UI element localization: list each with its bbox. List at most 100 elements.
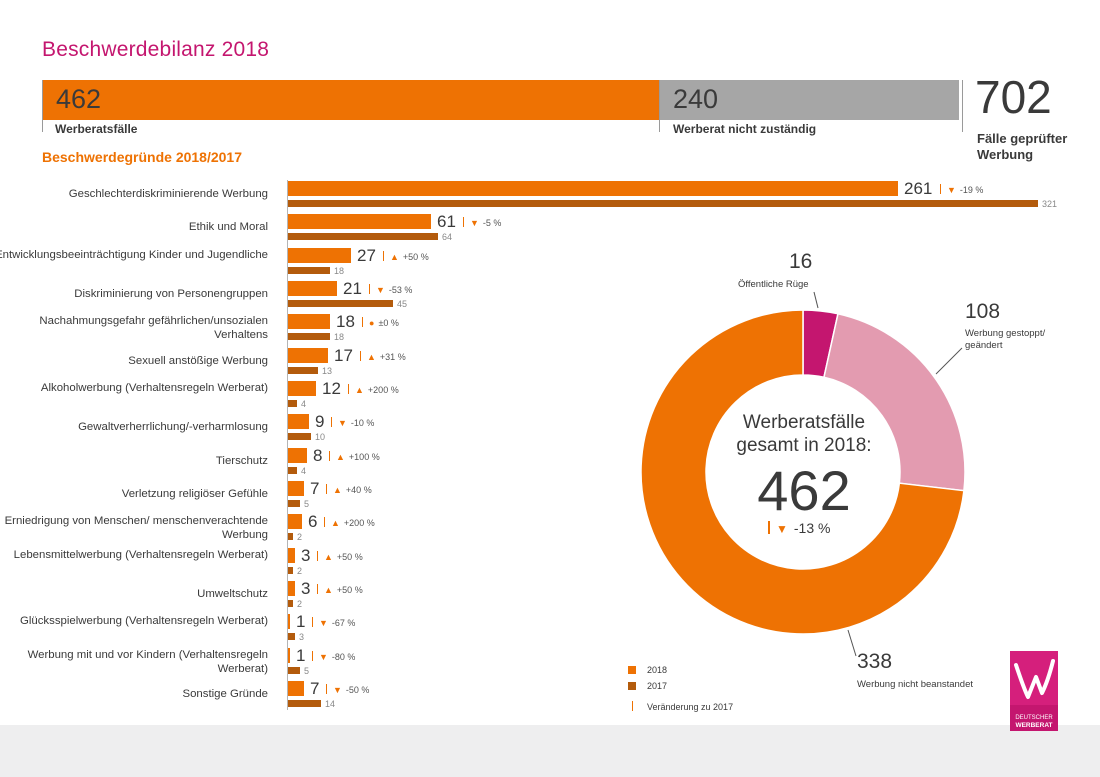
category-label: Glücksspielwerbung (Verhaltensregeln Wer… [20, 615, 268, 627]
up-arrow-icon: ▲ [355, 385, 364, 395]
bar-row: Umweltschutz 3 ▲ +50 % 2 [0, 580, 640, 614]
change-label: ▲ +100 % [329, 451, 380, 463]
leader-line [935, 347, 963, 375]
change-label: ▼ -19 % [940, 184, 983, 196]
up-arrow-icon: ▲ [367, 352, 376, 362]
bar-2017 [288, 367, 318, 374]
outcome-donut-chart [640, 291, 966, 657]
up-arrow-icon: ▲ [324, 585, 333, 595]
category-label: Werbung mit und vor Kindern (Verhaltensr… [27, 649, 268, 675]
value-label-2017: 321 [1042, 199, 1058, 209]
bar-2017 [288, 467, 297, 474]
bar-2018 [288, 414, 309, 429]
value-label-2018: 21 [343, 279, 362, 298]
change-value: ±0 % [378, 318, 399, 328]
bar-2017 [288, 400, 297, 407]
change-marker [317, 551, 318, 561]
change-marker [326, 484, 327, 494]
change-value: -50 % [345, 685, 370, 695]
change-label: ▲ +50 % [383, 251, 429, 263]
value-label-2017: 14 [325, 699, 336, 709]
change-marker [312, 617, 313, 627]
value-label-2018: 8 [313, 446, 323, 465]
werberat-logo-icon: DEUTSCHER WERBERAT [1010, 651, 1058, 731]
legend-label-change: Veränderung zu 2017 [647, 702, 734, 712]
bar-row: Verletzung religiöser Gefühle 7 ▲ +40 % 5 [0, 480, 640, 514]
donut-center-value: 462 [757, 459, 851, 522]
bar-2018 [288, 614, 290, 629]
bar-2018 [288, 181, 898, 196]
change-value: -19 % [959, 185, 984, 195]
slice-label-stopped: Werbung gestoppt/ geändert [965, 328, 1046, 351]
werberat-cases-label: Werberatsfälle [55, 122, 138, 136]
bar-row: Gewaltverherrlichung/-verharmlosung 9 ▼ -10… [0, 413, 640, 447]
bar-2017 [288, 600, 293, 607]
change-marker [326, 684, 327, 694]
down-arrow-icon: ▼ [776, 522, 788, 536]
down-arrow-icon: ▼ [338, 418, 347, 428]
value-label-2017: 4 [301, 466, 307, 476]
down-arrow-icon: ▼ [947, 185, 956, 195]
value-label-2017: 18 [334, 266, 345, 276]
value-label-2018: 61 [437, 212, 456, 231]
change-marker [360, 351, 361, 361]
category-label: Erniedrigung von Menschen/ menschenverac… [4, 515, 268, 541]
change-value: +200 % [367, 385, 399, 395]
bar-2018 [288, 548, 295, 563]
bar-2017 [288, 233, 438, 240]
value-label-2018: 18 [336, 312, 355, 331]
category-label: Gewaltverherrlichung/-verharmlosung [78, 421, 268, 433]
bar-2018 [288, 448, 307, 463]
value-label-2017: 2 [297, 566, 303, 576]
slice-value-not-objected: 338 [857, 650, 893, 673]
not-responsible-bar: 240 [659, 80, 959, 120]
bar-2018 [288, 281, 337, 296]
value-label-2017: 45 [397, 299, 408, 309]
change-marker [329, 451, 330, 461]
value-label-2017: 5 [304, 499, 310, 509]
change-label: ▼ -50 % [326, 684, 369, 696]
logo-text-line1: DEUTSCHER [1015, 715, 1053, 721]
change-marker [362, 317, 363, 327]
bar-row: Entwicklungsbeeinträchtigung Kinder und … [0, 247, 640, 281]
werberat-cases-bar: 462 [42, 80, 659, 120]
change-value: +50 % [336, 552, 363, 562]
value-label-2018: 1 [296, 612, 306, 631]
bar-2017 [288, 533, 293, 540]
bar-2017 [288, 300, 393, 307]
change-marker [348, 384, 349, 394]
leader-line [847, 629, 857, 657]
donut-center-change: ▼ -13 % [768, 520, 830, 536]
donut-slice-not-objected [640, 309, 965, 635]
change-label: ▲ +50 % [317, 584, 363, 596]
value-label-2017: 5 [304, 666, 310, 676]
slice-value-stopped: 108 [965, 300, 1001, 323]
not-responsible-value: 240 [673, 84, 719, 114]
change-value: +100 % [348, 452, 380, 462]
change-value: +31 % [379, 352, 406, 362]
category-label: Sexuell anstößige Werbung [128, 355, 268, 367]
bar-2017 [288, 567, 293, 574]
leader-line [813, 291, 819, 309]
bar-2018 [288, 514, 302, 529]
change-marker [369, 284, 370, 294]
bar-2017 [288, 433, 311, 440]
category-label: Umweltschutz [197, 588, 268, 600]
werberat-cases-value: 462 [56, 84, 102, 114]
legend-change-marker [632, 701, 633, 711]
deutscher-werberat-logo: DEUTSCHER WERBERAT [1010, 651, 1058, 731]
change-marker [768, 521, 770, 534]
bar-2018 [288, 481, 304, 496]
not-responsible-label: Werberat nicht zuständig [673, 122, 817, 136]
category-label: Diskriminierung von Personengruppen [74, 288, 268, 300]
bar-2017 [288, 633, 295, 640]
legend-swatch-2018 [628, 666, 636, 674]
legend-swatch-2017 [628, 682, 636, 690]
bar-row: Alkoholwerbung (Verhaltensregeln Werbera… [0, 380, 640, 414]
bar-row: Werbung mit und vor Kindern (Verhaltensr… [0, 646, 640, 681]
up-arrow-icon: ▲ [324, 552, 333, 562]
total-cases-value: 702 [975, 71, 1052, 123]
value-label-2018: 1 [296, 646, 306, 665]
up-arrow-icon: ▲ [390, 252, 399, 262]
value-label-2018: 17 [334, 346, 353, 365]
